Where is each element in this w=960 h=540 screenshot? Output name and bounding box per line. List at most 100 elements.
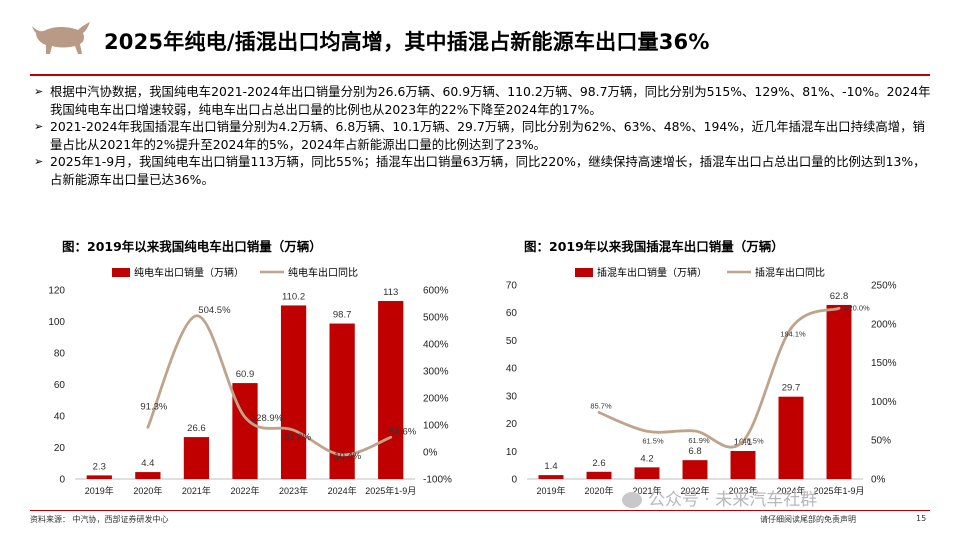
bullet-text: 2021-2024年我国插混车出口销量分别为4.2万辆、6.8万辆、10.1万辆… bbox=[50, 119, 925, 152]
bev-export-chart: 纯电车出口销量（万辆） 纯电车出口同比 0 20 40 60 80 100 120 -100% 0%… bbox=[48, 266, 452, 496]
disclaimer-link[interactable]: 请仔细阅读尾部的免责声明 bbox=[760, 515, 856, 524]
bar-mark bbox=[135, 472, 161, 479]
x-tick-label: 2022年 bbox=[680, 485, 709, 496]
y-right-tick-label: 200% bbox=[871, 319, 897, 330]
legend-line-label: 插混车出口同比 bbox=[755, 266, 825, 279]
line-value-label: 220.0% bbox=[844, 303, 870, 312]
bar-mark bbox=[86, 475, 112, 479]
y-right-tick-label: 0% bbox=[423, 448, 438, 459]
yoy-line-series bbox=[146, 314, 393, 457]
bar-mark bbox=[538, 475, 564, 479]
legend-line-label: 纯电车出口同比 bbox=[288, 266, 358, 279]
title-divider bbox=[30, 74, 930, 76]
bar-value-label: 29.7 bbox=[782, 383, 801, 394]
y-right-tick-label: 100% bbox=[423, 421, 449, 432]
line-value-label: 48.5% bbox=[742, 436, 764, 445]
y-right-tick-label: 0% bbox=[871, 475, 886, 486]
y-left-tick-label: 80 bbox=[54, 349, 66, 360]
legend-bar-swatch bbox=[112, 268, 130, 277]
x-tick-label: 2019年 bbox=[85, 485, 114, 496]
y-left-tick-label: 120 bbox=[48, 286, 65, 297]
bar-mark bbox=[634, 467, 660, 479]
y-left-tick-label: 10 bbox=[506, 447, 518, 458]
y-left-tick-label: 60 bbox=[506, 308, 518, 319]
y-left-tick-label: 60 bbox=[54, 380, 66, 391]
y-right-tick-label: -100% bbox=[423, 475, 452, 486]
y-right-tick-label: 50% bbox=[871, 436, 891, 447]
page-number: 15 bbox=[916, 514, 927, 523]
y-left-tick-label: 30 bbox=[506, 391, 518, 402]
chart-title-bev: 图：2019年以来我国纯电车出口销量（万辆） bbox=[62, 239, 322, 254]
bar-mark bbox=[682, 460, 708, 479]
legend-bar-label: 纯电车出口销量（万辆） bbox=[134, 266, 244, 279]
x-tick-label: 2019年 bbox=[536, 485, 565, 496]
bar-value-label: 6.8 bbox=[688, 446, 701, 457]
bar-value-label: 62.8 bbox=[830, 291, 849, 302]
source-note: 资料来源： 中汽协，西部证券研发中心 bbox=[30, 515, 169, 524]
line-value-label: 194.1% bbox=[780, 329, 806, 338]
line-value-label: 504.5% bbox=[198, 305, 231, 316]
bar-mark bbox=[232, 383, 258, 479]
bullet-arrow-icon: ➢ bbox=[34, 85, 44, 98]
bullet-text: 2025年1-9月，我国纯电车出口销量113万辆，同比55%；插混车出口销量63… bbox=[50, 154, 926, 187]
bullet-arrow-icon: ➢ bbox=[34, 120, 44, 133]
y-right-tick-label: 600% bbox=[423, 286, 449, 297]
x-tick-label: 2020年 bbox=[584, 485, 613, 496]
bar-value-label: 113 bbox=[383, 287, 398, 298]
watermark-text: 公众号 · 未来汽车社群 bbox=[648, 490, 818, 510]
y-left-tick-label: 20 bbox=[54, 443, 66, 454]
y-left-tick-label: 50 bbox=[506, 336, 518, 347]
bar-value-label: 1.4 bbox=[544, 461, 557, 472]
y-right-tick-label: 150% bbox=[871, 358, 897, 369]
y-right-tick-label: 300% bbox=[423, 367, 449, 378]
x-tick-label: 2022年 bbox=[230, 485, 259, 496]
bar-value-label: 2.6 bbox=[592, 458, 605, 469]
y-right-tick-label: 500% bbox=[423, 313, 449, 324]
bar-mark bbox=[826, 304, 852, 479]
bar-mark bbox=[378, 301, 404, 479]
x-tick-label: 2023年 bbox=[279, 485, 308, 496]
line-value-label: -10.4% bbox=[331, 451, 362, 462]
bullet-text: 根据中汽协数据，我国纯电车2021-2024年出口销量分别为26.6万辆、60.… bbox=[50, 84, 931, 117]
wechat-icon bbox=[622, 492, 642, 508]
y-left-tick-label: 20 bbox=[506, 419, 518, 430]
y-right-tick-label: 400% bbox=[423, 340, 449, 351]
watermark: 公众号 · 未来汽车社群 bbox=[622, 485, 817, 510]
bullet-arrow-icon: ➢ bbox=[34, 155, 44, 168]
bullet-item: ➢ 2021-2024年我国插混车出口销量分别为4.2万辆、6.8万辆、10.1万… bbox=[34, 118, 934, 153]
line-value-label: 128.9% bbox=[251, 413, 284, 424]
y-left-tick-label: 40 bbox=[506, 364, 518, 375]
y-left-tick-label: 70 bbox=[506, 281, 518, 292]
y-right-tick-label: 100% bbox=[871, 397, 897, 408]
y-left-tick-label: 0 bbox=[511, 475, 517, 486]
line-value-label: 81.0% bbox=[284, 432, 311, 443]
page-title: 2025年纯电/插混出口均高增，其中插混占新能源车出口量36% bbox=[104, 30, 710, 54]
footer-divider bbox=[30, 510, 930, 511]
bar-value-label: 4.2 bbox=[640, 453, 653, 464]
y-right-tick-label: 250% bbox=[871, 281, 897, 292]
legend-bar-swatch bbox=[575, 268, 593, 277]
bar-mark bbox=[280, 305, 307, 479]
x-tick-label: 2025年1-9月 bbox=[813, 485, 864, 496]
x-tick-label: 2024年 bbox=[328, 485, 357, 496]
phev-export-chart: 插混车出口销量（万辆） 插混车出口同比 0 10 20 30 40 50 60 70 0% 50% 10… bbox=[506, 266, 897, 496]
bar-value-label: 110.2 bbox=[282, 291, 305, 302]
bar-mark bbox=[730, 451, 756, 479]
x-tick-label: 2025年1-9月 bbox=[365, 485, 416, 496]
legend-bar-label: 插混车出口销量（万辆） bbox=[597, 266, 707, 279]
chart-title-phev: 图：2019年以来我国插混车出口销量（万辆） bbox=[524, 239, 784, 254]
x-tick-label: 2023年 bbox=[728, 485, 757, 496]
x-tick-label: 2024年 bbox=[776, 485, 805, 496]
bar-mark bbox=[778, 396, 804, 479]
y-right-tick-label: 200% bbox=[423, 394, 449, 405]
y-left-tick-label: 40 bbox=[54, 412, 66, 423]
x-tick-label: 2021年 bbox=[182, 485, 211, 496]
bar-value-label: 26.6 bbox=[187, 423, 206, 434]
bar-mark bbox=[586, 471, 612, 479]
bar-value-label: 4.4 bbox=[141, 458, 154, 469]
line-value-label: 91.3% bbox=[140, 401, 167, 412]
line-value-label: 85.7% bbox=[590, 401, 612, 410]
line-value-label: 54.6% bbox=[389, 426, 416, 437]
bull-logo-icon bbox=[32, 22, 90, 54]
bullet-item: ➢ 2025年1-9月，我国纯电车出口销量113万辆，同比55%；插混车出口销量6… bbox=[34, 153, 934, 188]
